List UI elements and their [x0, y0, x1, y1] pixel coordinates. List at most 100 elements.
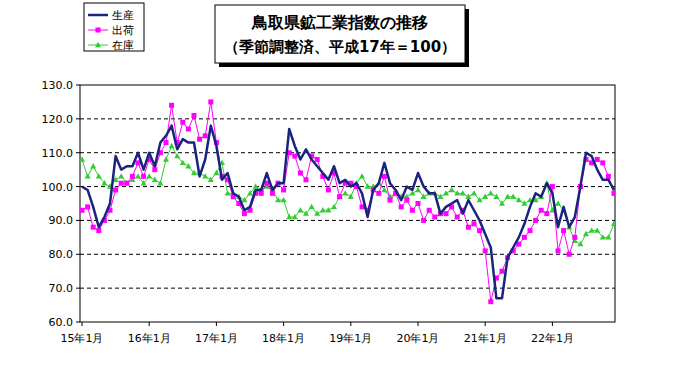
- marker: [577, 241, 583, 246]
- marker: [80, 156, 85, 161]
- legend-label: 出荷: [112, 24, 134, 37]
- marker: [432, 215, 437, 220]
- marker: [583, 231, 589, 236]
- marker: [444, 211, 449, 216]
- marker: [275, 197, 281, 202]
- marker: [415, 187, 421, 192]
- marker: [281, 187, 286, 192]
- x-tick: [485, 322, 486, 326]
- marker: [600, 160, 605, 165]
- x-tick-label: 18年1月: [262, 332, 305, 345]
- marker: [241, 197, 247, 202]
- x-tick-label: 17年1月: [195, 332, 238, 345]
- y-tick: [76, 85, 80, 86]
- marker: [152, 167, 157, 172]
- x-tick: [552, 322, 553, 326]
- marker: [225, 190, 231, 195]
- marker: [118, 173, 124, 178]
- marker: [471, 190, 477, 195]
- y-tick: [76, 254, 80, 255]
- marker: [101, 180, 107, 185]
- title: 鳥取県鉱工業指数の推移: [251, 13, 428, 32]
- marker: [359, 173, 365, 178]
- marker: [286, 214, 292, 219]
- y-tick-label: 90.0: [49, 214, 74, 227]
- series: [82, 126, 614, 299]
- marker: [130, 174, 135, 179]
- marker: [454, 190, 460, 195]
- marker: [382, 174, 387, 179]
- marker: [91, 225, 96, 230]
- y-tick-label: 70.0: [49, 282, 74, 295]
- marker: [292, 154, 297, 159]
- marker: [595, 157, 600, 162]
- marker: [449, 187, 455, 192]
- marker: [567, 252, 572, 257]
- marker: [203, 133, 208, 138]
- marker: [437, 194, 443, 199]
- x-tick-label: 21年1月: [464, 332, 507, 345]
- x-tick: [149, 322, 150, 326]
- marker: [466, 225, 471, 230]
- marker: [561, 228, 566, 233]
- marker: [152, 177, 158, 182]
- plot-frame: [80, 85, 615, 322]
- marker: [516, 197, 522, 202]
- marker: [169, 103, 174, 108]
- marker: [96, 228, 101, 233]
- y-tick-label: 130.0: [42, 79, 74, 92]
- legend-line: [88, 14, 108, 17]
- marker: [605, 234, 611, 239]
- series-line: [82, 102, 614, 302]
- marker: [416, 201, 421, 206]
- marker: [381, 187, 387, 192]
- x-tick: [418, 322, 419, 326]
- y-tick: [76, 186, 80, 187]
- marker: [135, 173, 141, 178]
- marker: [113, 187, 118, 192]
- marker: [600, 234, 606, 239]
- marker: [376, 191, 381, 196]
- marker: [483, 248, 488, 253]
- marker: [612, 191, 616, 196]
- grid-line: [80, 186, 615, 187]
- marker: [208, 99, 213, 104]
- marker: [365, 183, 371, 188]
- marker: [606, 174, 611, 179]
- y-tick-label: 110.0: [42, 147, 74, 160]
- x-tick: [82, 322, 83, 326]
- title-frame: [215, 5, 465, 63]
- marker: [572, 235, 577, 240]
- marker: [499, 200, 505, 205]
- marker: [556, 248, 561, 253]
- marker: [124, 180, 130, 185]
- marker: [202, 173, 208, 178]
- x-tick: [216, 322, 217, 326]
- marker: [555, 200, 561, 205]
- grid-line: [80, 118, 615, 119]
- x-tick: [283, 322, 284, 326]
- y-tick-label: 60.0: [49, 316, 74, 329]
- marker: [331, 204, 337, 209]
- marker: [477, 197, 483, 202]
- legend-label: 生産: [112, 9, 134, 22]
- legend-marker: [96, 28, 101, 33]
- marker: [421, 218, 426, 223]
- title-box: 鳥取県鉱工業指数の推移（季節調整済、平成17年＝100）: [215, 5, 469, 67]
- legend-box: [84, 3, 144, 51]
- x-tick-label: 16年1月: [128, 332, 171, 345]
- marker: [90, 163, 96, 168]
- marker: [180, 160, 186, 165]
- marker: [192, 113, 197, 118]
- marker: [455, 215, 460, 220]
- marker: [472, 221, 477, 226]
- marker: [399, 204, 404, 209]
- marker: [85, 173, 91, 178]
- marker: [589, 227, 595, 232]
- marker: [297, 207, 303, 212]
- marker: [342, 190, 348, 195]
- y-tick-label: 120.0: [42, 113, 74, 126]
- y-tick: [76, 288, 80, 289]
- marker: [493, 194, 499, 199]
- marker: [337, 194, 343, 199]
